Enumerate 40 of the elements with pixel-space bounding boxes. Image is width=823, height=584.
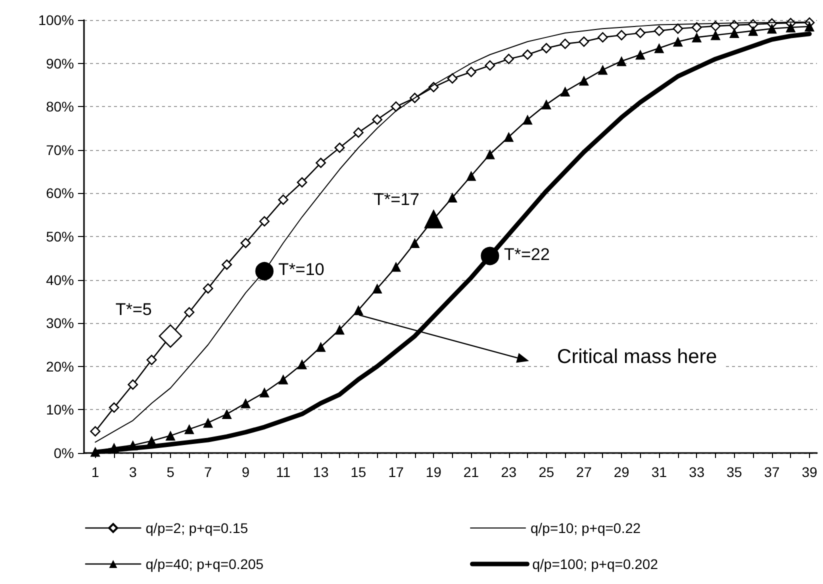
x-tick-label: 25 (538, 464, 554, 480)
x-tick-label: 17 (388, 464, 404, 480)
x-tick-label: 21 (463, 464, 480, 480)
x-tick-label: 7 (204, 464, 212, 480)
x-tick-label: 9 (242, 464, 250, 480)
y-tick-label: 80% (46, 98, 74, 115)
x-tick-label: 3 (128, 464, 137, 480)
y-tick-label: 50% (46, 228, 74, 244)
legend-label: q/p=40; p+q=0.205 (146, 556, 264, 572)
annotation: T*=10 (278, 260, 324, 280)
legend-label: q/p=100; p+q=0.202 (532, 556, 658, 572)
x-tick-label: 19 (426, 464, 442, 480)
y-tick-label: 40% (46, 272, 74, 288)
x-tick-label: 27 (576, 464, 592, 480)
legend-label: q/p=10; p+q=0.22 (530, 520, 641, 536)
x-tick-label: 13 (313, 464, 329, 480)
y-tick-label: 70% (46, 142, 74, 158)
x-tick-label: 29 (614, 464, 630, 480)
x-tick-label: 37 (764, 464, 780, 480)
y-tick-label: 20% (46, 358, 74, 374)
legend-label: q/p=2; p+q=0.15 (146, 520, 248, 536)
x-tick-label: 5 (166, 464, 175, 480)
annotation: T*=17 (374, 190, 420, 210)
x-tick-label: 33 (688, 464, 705, 480)
x-tick-label: 35 (726, 464, 742, 480)
annotation: T*=5 (115, 300, 152, 320)
y-tick-label: 10% (46, 402, 74, 418)
y-tick-label: 100% (38, 12, 74, 28)
x-tick-label: 1 (91, 464, 100, 480)
y-tick-label: 90% (46, 55, 74, 72)
x-tick-label: 39 (802, 464, 818, 480)
y-tick-label: 30% (46, 315, 74, 332)
x-tick-label: 23 (500, 464, 517, 480)
y-tick-label: 0% (54, 445, 74, 461)
x-tick-label: 15 (350, 464, 366, 480)
annotation: T*=22 (504, 244, 550, 264)
x-tick-label: 31 (651, 464, 668, 480)
x-tick-label: 11 (276, 464, 291, 480)
annotation: Critical mass here (557, 346, 718, 368)
y-tick-label: 60% (46, 185, 74, 202)
